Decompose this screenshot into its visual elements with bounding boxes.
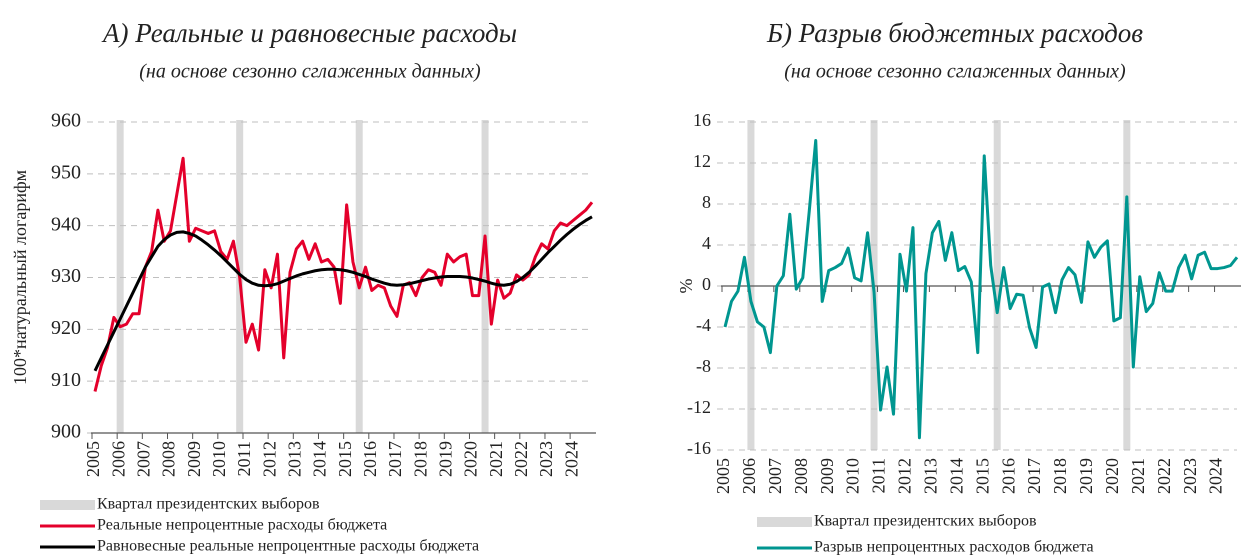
election-band: [747, 120, 755, 450]
x-tick-label: 2016: [998, 458, 1018, 494]
x-tick-label: 2012: [895, 458, 915, 494]
y-tick-label: 950: [51, 161, 81, 183]
chart-title: А) Реальные и равновесные расходы: [101, 18, 517, 48]
x-tick-label: 2010: [843, 458, 863, 494]
x-tick-label: 2015: [972, 458, 992, 494]
x-tick-label: 2007: [133, 441, 153, 477]
legend-label: Разрыв непроцентных расходов бюджета: [814, 539, 1094, 556]
y-tick-label: -8: [696, 356, 711, 376]
x-tick-label: 2019: [435, 441, 455, 477]
x-tick-label: 2022: [1154, 458, 1174, 494]
legend-swatch: [40, 500, 95, 510]
chart-subtitle: (на основе сезонно сглаженных данных): [139, 61, 481, 83]
y-tick-label: 960: [51, 110, 81, 132]
y-tick-label: 920: [51, 317, 81, 339]
x-tick-label: 2008: [159, 441, 179, 477]
x-tick-label: 2005: [713, 458, 733, 494]
y-axis-label: %: [676, 279, 696, 294]
x-tick-label: 2006: [739, 458, 759, 494]
y-tick-label: -12: [687, 397, 711, 417]
y-axis-label: 100*натуральный логарифм: [10, 170, 30, 385]
x-tick-label: 2012: [259, 441, 279, 477]
series-line: [723, 138, 1239, 440]
election-band: [116, 120, 124, 433]
x-tick-label: 2022: [511, 441, 531, 477]
x-tick-label: 2023: [1180, 458, 1200, 494]
x-tick-label: 2021: [486, 441, 506, 477]
x-tick-label: 2011: [234, 441, 254, 476]
y-tick-label: 12: [693, 151, 711, 171]
x-tick-label: 2013: [284, 441, 304, 477]
election-band: [1123, 120, 1131, 450]
legend-swatch: [757, 517, 812, 527]
election-band: [355, 120, 363, 433]
y-tick-label: 8: [702, 192, 711, 212]
x-tick-label: 2008: [791, 458, 811, 494]
x-tick-label: 2016: [360, 441, 380, 477]
x-tick-label: 2013: [921, 458, 941, 494]
x-tick-label: 2021: [1128, 458, 1148, 494]
x-tick-label: 2009: [184, 441, 204, 477]
legend-label: Равновесные реальные непроцентные расход…: [97, 538, 479, 555]
y-tick-label: -16: [687, 438, 711, 458]
x-tick-label: 2023: [536, 441, 556, 477]
x-tick-label: 2024: [561, 441, 581, 477]
y-tick-label: 910: [51, 369, 81, 391]
x-tick-label: 2024: [1206, 458, 1226, 494]
legend-label: Квартал президентских выборов: [814, 513, 1037, 530]
x-tick-label: 2017: [385, 441, 405, 477]
y-tick-label: 16: [693, 110, 711, 130]
y-tick-label: 900: [51, 421, 81, 443]
x-tick-label: 2020: [461, 441, 481, 477]
chart-title: Б) Разрыв бюджетных расходов: [766, 18, 1143, 48]
series-line: [93, 215, 593, 372]
x-tick-label: 2006: [108, 441, 128, 477]
x-tick-label: 2020: [1102, 458, 1122, 494]
y-tick-label: 4: [702, 233, 711, 253]
election-band: [481, 120, 489, 433]
x-tick-label: 2009: [817, 458, 837, 494]
series-line: [93, 156, 594, 392]
x-tick-label: 2017: [1024, 458, 1044, 494]
x-tick-label: 2010: [209, 441, 229, 477]
x-tick-label: 2018: [410, 441, 430, 477]
y-tick-label: -4: [696, 315, 711, 335]
legend-label: Квартал президентских выборов: [97, 496, 320, 513]
chart-subtitle: (на основе сезонно сглаженных данных): [784, 61, 1126, 83]
x-tick-label: 2007: [765, 458, 785, 494]
x-tick-label: 2014: [310, 441, 330, 477]
x-tick-label: 2014: [946, 458, 966, 494]
x-tick-label: 2019: [1076, 458, 1096, 494]
legend-label: Реальные непроцентные расходы бюджета: [97, 517, 387, 534]
x-tick-label: 2018: [1050, 458, 1070, 494]
x-tick-label: 2015: [335, 441, 355, 477]
x-tick-label: 2005: [83, 441, 103, 477]
election-band: [993, 120, 1001, 450]
y-tick-label: 930: [51, 265, 81, 287]
y-tick-label: 0: [702, 274, 711, 294]
y-tick-label: 940: [51, 213, 81, 235]
x-tick-label: 2011: [869, 458, 889, 493]
